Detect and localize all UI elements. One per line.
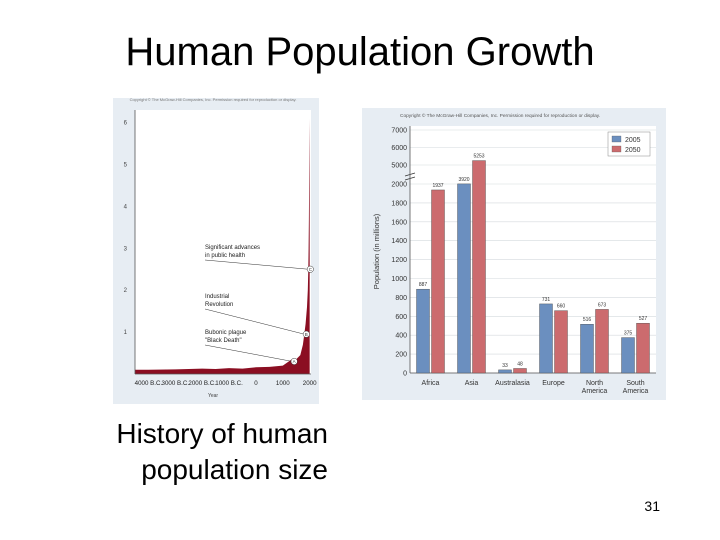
- annotation-marker-label: B: [305, 332, 308, 337]
- plot-area: [410, 126, 656, 373]
- category-label: Europe: [542, 380, 565, 387]
- y-tick-label: 7000: [391, 128, 407, 135]
- bar-value-label: 731: [542, 297, 551, 303]
- y-tick-label: 200: [395, 352, 407, 359]
- copyright-note: Copyright © The McGraw-Hill Companies, I…: [400, 112, 600, 119]
- bar-value-label: 527: [639, 316, 648, 322]
- bar: [457, 183, 471, 374]
- y-tick-label: 6000: [391, 145, 407, 152]
- annotation-text: Bubonic plague: [205, 330, 247, 336]
- annotation-text: Revolution: [205, 302, 233, 308]
- caption-line-2: population size: [141, 454, 328, 485]
- bar: [595, 309, 609, 374]
- annotation-text: Industrial: [205, 294, 229, 300]
- bar-value-label: 673: [598, 302, 607, 308]
- annotation-marker-label: A: [293, 359, 296, 364]
- bar: [554, 310, 568, 374]
- x-tick-label: 0: [254, 380, 258, 387]
- plot-area: [135, 110, 311, 374]
- x-tick-label: 2000: [303, 380, 317, 387]
- regional-population-chart: Copyright © The McGraw-Hill Companies, I…: [362, 108, 666, 400]
- y-tick-label: 2: [124, 288, 128, 294]
- y-tick-label: 1400: [391, 238, 407, 245]
- historical-population-chart: Copyright © The McGraw-Hill Companies, I…: [113, 98, 319, 404]
- y-tick-label: 600: [395, 314, 407, 321]
- x-tick-label: 3000 B.C.: [162, 380, 190, 387]
- bar: [636, 322, 650, 374]
- category-label: South: [626, 380, 644, 387]
- annotation-leader: [204, 344, 293, 362]
- y-tick-label: 5000: [391, 163, 407, 170]
- bar-chart-svg: Copyright © The McGraw-Hill Companies, I…: [372, 112, 656, 395]
- annotation-leader: [204, 308, 305, 335]
- copyright-note: Copyright © The McGraw-Hill Companies, I…: [130, 98, 297, 102]
- legend-label: 2050: [625, 147, 641, 154]
- area-chart-svg: Copyright © The McGraw-Hill Companies, I…: [124, 98, 317, 399]
- bar-value-label: 660: [557, 304, 566, 310]
- y-tick-label: 2000: [391, 182, 407, 189]
- x-tick-label: 1000: [276, 380, 290, 387]
- x-tick-label: 1000 B.C.: [215, 380, 243, 387]
- y-tick-label: 0: [403, 371, 407, 378]
- annotation-text: Significant advances: [205, 245, 260, 251]
- bar: [472, 160, 486, 374]
- y-axis-label: Population (in millions): [372, 213, 381, 289]
- category-label: Australasia: [495, 380, 530, 387]
- bar: [498, 369, 512, 374]
- category-label: Africa: [422, 380, 440, 387]
- y-tick-label: 5: [124, 162, 128, 168]
- y-tick-label: 800: [395, 295, 407, 302]
- annotation-marker: [290, 357, 298, 365]
- caption-line-1: History of human: [116, 418, 328, 449]
- bar-value-label: 1937: [432, 183, 443, 189]
- bar: [621, 337, 635, 374]
- y-tick-label: 6: [124, 121, 128, 127]
- bar-value-label: 516: [583, 317, 592, 323]
- bar-value-label: 375: [624, 331, 633, 337]
- bar-value-label: 887: [419, 282, 428, 288]
- y-tick-label: 1200: [391, 257, 407, 264]
- legend-swatch: [611, 145, 622, 153]
- annotation-leader: [204, 259, 309, 270]
- x-tick-label: 4000 B.C.: [135, 380, 163, 387]
- bar-value-label: 5253: [473, 154, 484, 160]
- x-axis-label: Year: [208, 393, 218, 399]
- bar: [513, 368, 527, 374]
- annotation-marker: [302, 330, 310, 338]
- category-label: North: [586, 380, 603, 387]
- bar-value-label: 48: [517, 361, 523, 367]
- category-label: Asia: [465, 380, 479, 387]
- y-tick-label: 1: [124, 330, 128, 336]
- y-tick-label: 3: [124, 246, 128, 252]
- annotation-marker: [306, 265, 314, 273]
- annotation-marker-label: C: [309, 267, 313, 272]
- legend-label: 2005: [625, 137, 641, 144]
- bar: [416, 288, 430, 374]
- bar-value-label: 33: [502, 363, 508, 369]
- category-label: America: [582, 388, 608, 395]
- annotation-text: "Black Death": [205, 338, 242, 344]
- page-number: 31: [644, 498, 660, 514]
- y-tick-label: 1000: [391, 276, 407, 283]
- y-tick-label: 1800: [391, 200, 407, 207]
- slide-title: Human Population Growth: [125, 30, 595, 74]
- bar: [539, 303, 553, 374]
- x-tick-label: 2000 B.C.: [188, 380, 216, 387]
- y-tick-label: 1600: [391, 219, 407, 226]
- bar-value-label: 3920: [458, 177, 469, 183]
- bar: [580, 324, 594, 374]
- legend-swatch: [611, 135, 622, 143]
- y-tick-label: 400: [395, 333, 407, 340]
- chart-caption: History of human population size: [50, 416, 328, 488]
- annotation-text: in public health: [205, 253, 245, 259]
- bar: [431, 189, 445, 374]
- category-label: America: [623, 388, 649, 395]
- y-tick-label: 4: [124, 204, 128, 210]
